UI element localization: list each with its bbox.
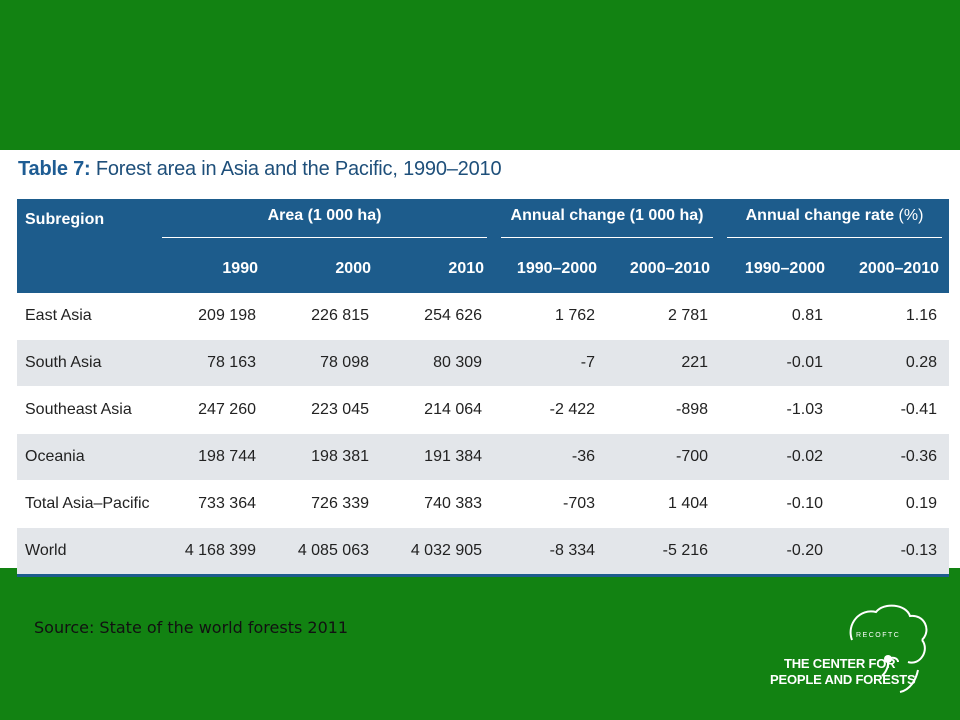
value-cell: -703 [494,480,608,528]
value-cell: -0.01 [720,339,836,387]
value-cell: 221 [607,339,721,387]
value-cell: 80 309 [381,339,495,387]
value-cell: 4 168 399 [155,527,268,577]
subregion-cell: South Asia [17,339,155,387]
year-header: 2010 [381,245,495,293]
value-cell: -700 [607,433,721,481]
value-cell: 1 404 [607,480,721,528]
value-cell: 214 064 [381,386,495,434]
logo-line-1: THE CENTER FOR [784,656,896,671]
year-header: 2000–2010 [607,245,721,293]
table-row: World 4 168 399 4 085 063 4 032 905 -8 334 -5… [17,527,950,577]
value-cell: 1.16 [835,293,950,340]
table-row: Oceania 198 744 198 381 191 384 -36 -700 -0.02… [17,433,950,481]
area-header: Area (1 000 ha) [155,199,495,245]
subregion-header: Subregion [17,199,155,293]
subregion-cell: Oceania [17,433,155,481]
table-title-text: Forest area in Asia and the Pacific, 199… [95,158,502,180]
value-cell: -0.36 [835,433,950,481]
value-cell: 198 381 [268,433,381,481]
value-cell: -0.20 [720,527,836,577]
logo-line-2: PEOPLE AND FORESTS [770,672,916,687]
value-cell: 1 762 [494,293,608,340]
value-cell: 0.81 [720,293,836,340]
year-header: 1990–2000 [494,245,608,293]
table-row: Southeast Asia 247 260 223 045 214 064 -2 42… [17,386,950,434]
value-cell: -2 422 [494,386,608,434]
table-row: East Asia 209 198 226 815 254 626 1 762 2 781… [17,293,950,340]
forest-area-table: Subregion Area (1 000 ha) Annual change … [17,199,950,577]
value-cell: 191 384 [381,433,495,481]
value-cell: 740 383 [381,480,495,528]
value-cell: 209 198 [155,293,268,340]
value-cell: -5 216 [607,527,721,577]
value-cell: -8 334 [494,527,608,577]
value-cell: -7 [494,339,608,387]
year-header: 1990–2000 [720,245,836,293]
source-note: Source: State of the world forests 2011 [34,618,349,637]
year-header: 1990 [155,245,268,293]
recoftc-logo: RECOFTC THE CENTER FOR PEOPLE AND FOREST… [760,600,950,710]
subregion-cell: Total Asia–Pacific [17,480,155,528]
annual-change-rate-header: Annual change rate (%) [720,199,950,245]
value-cell: 0.28 [835,339,950,387]
value-cell: 198 744 [155,433,268,481]
value-cell: 247 260 [155,386,268,434]
table-number: Table 7: [18,158,91,180]
table-row: Total Asia–Pacific 733 364 726 339 740 383-… [17,480,950,528]
value-cell: 2 781 [607,293,721,340]
value-cell: 733 364 [155,480,268,528]
value-cell: -0.41 [835,386,950,434]
table-title: Table 7: Forest area in Asia and the Pac… [18,158,502,181]
annual-change-header: Annual change (1 000 ha) [494,199,721,245]
tree-logo-icon [849,604,928,693]
value-cell: 4 032 905 [381,527,495,577]
value-cell: -0.10 [720,480,836,528]
value-cell: 4 085 063 [268,527,381,577]
value-cell: -1.03 [720,386,836,434]
value-cell: 0.19 [835,480,950,528]
year-header: 2000–2010 [835,245,950,293]
value-cell: 254 626 [381,293,495,340]
subregion-cell: Southeast Asia [17,386,155,434]
logo-abbreviation: RECOFTC [856,632,901,639]
value-cell: 226 815 [268,293,381,340]
subregion-cell: East Asia [17,293,155,340]
value-cell: -0.02 [720,433,836,481]
value-cell: -0.13 [835,527,950,577]
value-cell: 223 045 [268,386,381,434]
value-cell: 726 339 [268,480,381,528]
year-header: 2000 [268,245,381,293]
forest-area-table-container: Subregion Area (1 000 ha) Annual change … [17,199,950,577]
value-cell: 78 163 [155,339,268,387]
subregion-cell: World [17,527,155,577]
value-cell: 78 098 [268,339,381,387]
value-cell: -898 [607,386,721,434]
value-cell: -36 [494,433,608,481]
table-row: South Asia 78 163 78 098 80 309 -7 221 -0.01 0.… [17,339,950,387]
